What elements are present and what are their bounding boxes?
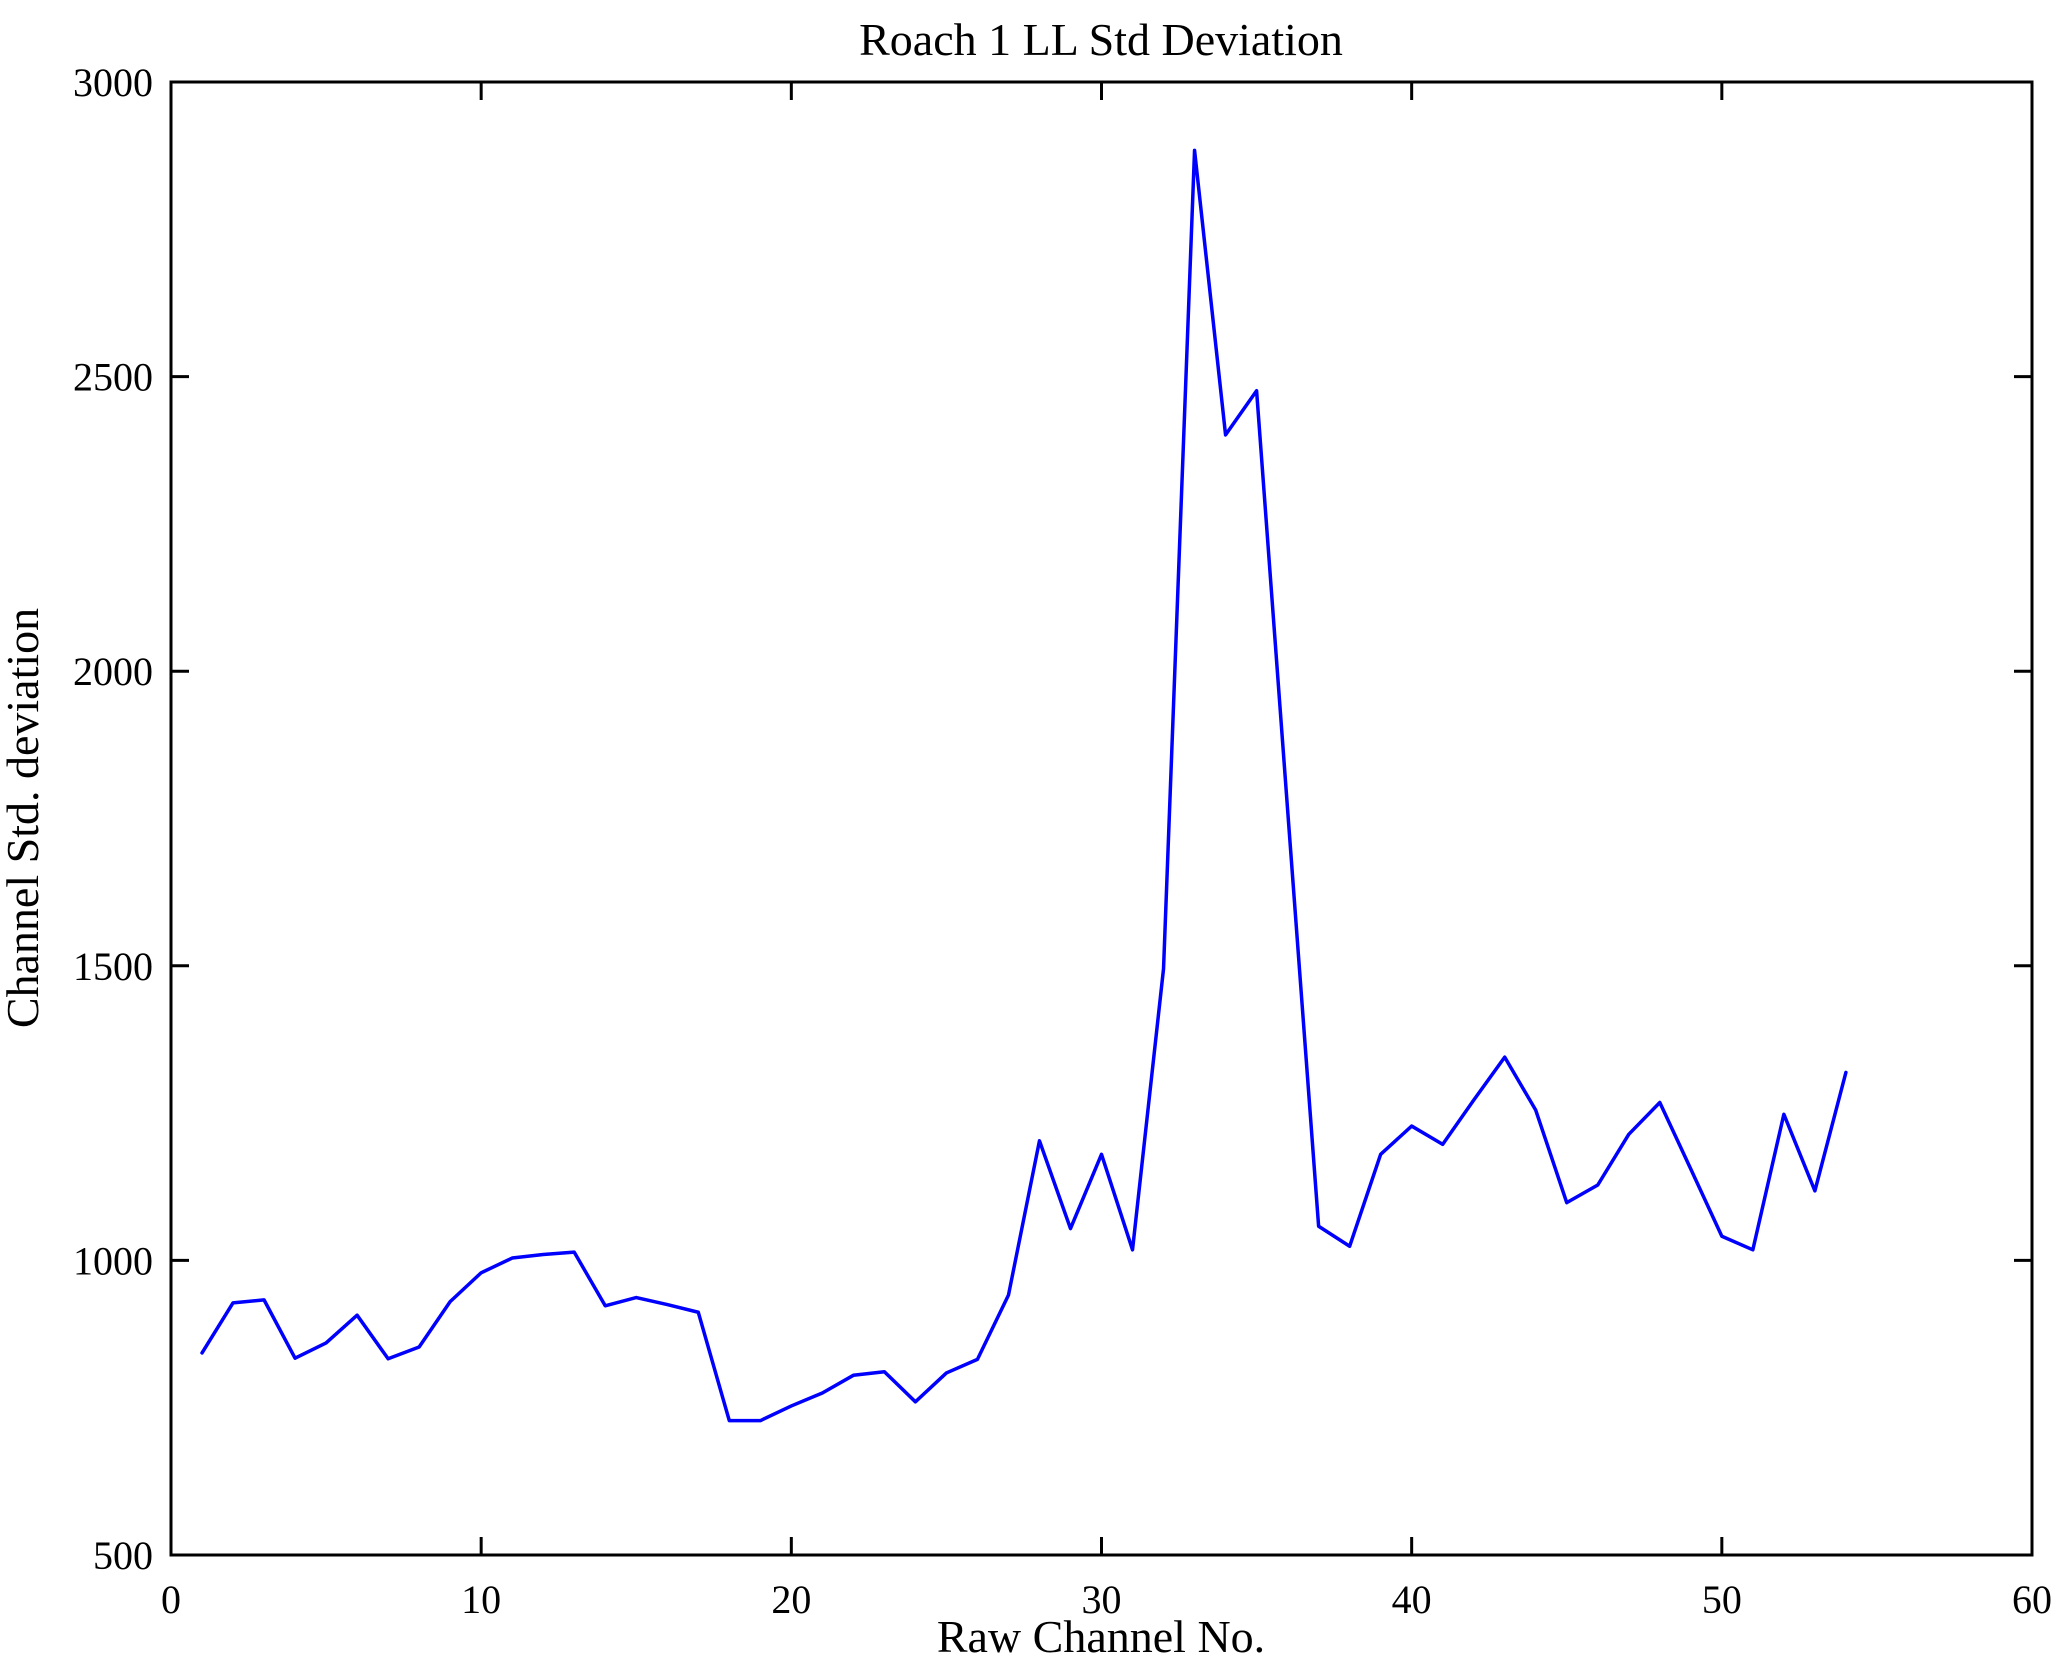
- y-tick-label: 1000: [73, 1238, 153, 1283]
- x-tick-label: 40: [1392, 1577, 1432, 1622]
- x-tick-label: 0: [161, 1577, 181, 1622]
- x-tick-label: 20: [771, 1577, 811, 1622]
- y-tick-label: 500: [93, 1533, 153, 1578]
- data-series-line: [200, 148, 1848, 1423]
- y-tick-label: 2000: [73, 649, 153, 694]
- x-tick-label: 60: [2012, 1577, 2052, 1622]
- plot-frame: [169, 80, 2034, 1557]
- y-tick-label: 3000: [73, 60, 153, 105]
- y-axis-label: Channel Std. deviation: [0, 608, 48, 1028]
- x-tick-label: 10: [461, 1577, 501, 1622]
- axis-ticks: 0 10 20 30 40 50 60 500 1000 1500 2000 2500 3000: [73, 60, 2052, 1622]
- x-tick-label: 50: [1702, 1577, 1742, 1622]
- y-tick-label: 2500: [73, 355, 153, 400]
- y-tick-label: 1500: [73, 944, 153, 989]
- chart-title: Roach 1 LL Std Deviation: [859, 14, 1343, 65]
- x-tick-label: 30: [1082, 1577, 1122, 1622]
- x-axis-label: Raw Channel No.: [937, 1611, 1265, 1662]
